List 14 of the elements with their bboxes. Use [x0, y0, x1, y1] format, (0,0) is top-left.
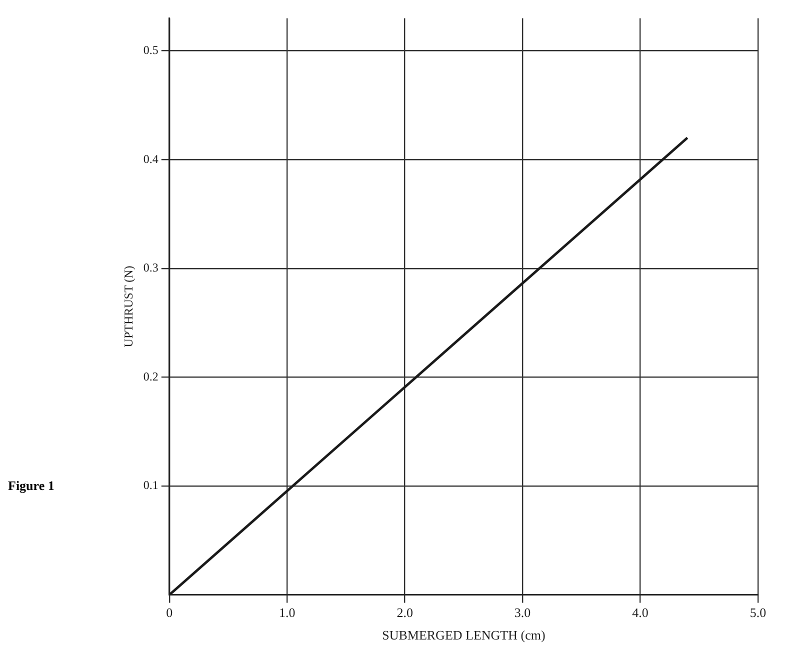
x-tick-label: 1.0	[278, 605, 296, 620]
y-tick-label: 0.5	[143, 42, 158, 57]
x-tick-label: 2.0	[396, 605, 413, 620]
x-tick-label: 0	[166, 605, 173, 620]
y-axis-title: UPTHRUST (N)	[121, 266, 136, 348]
x-tick-label: 5.0	[750, 605, 766, 620]
caption: Figure 1	[8, 478, 56, 494]
x-axis-title: SUBMERGED LENGTH (cm)	[382, 628, 546, 643]
x-tick-label: 4.0	[632, 605, 648, 620]
y-tick-label: 0.2	[143, 369, 158, 384]
y-tick-label: 0.3	[143, 260, 158, 275]
y-tick-label: 0.1	[143, 478, 158, 492]
y-tick-label: 0.4	[143, 152, 158, 166]
x-tick-label: 3.0	[514, 605, 531, 620]
